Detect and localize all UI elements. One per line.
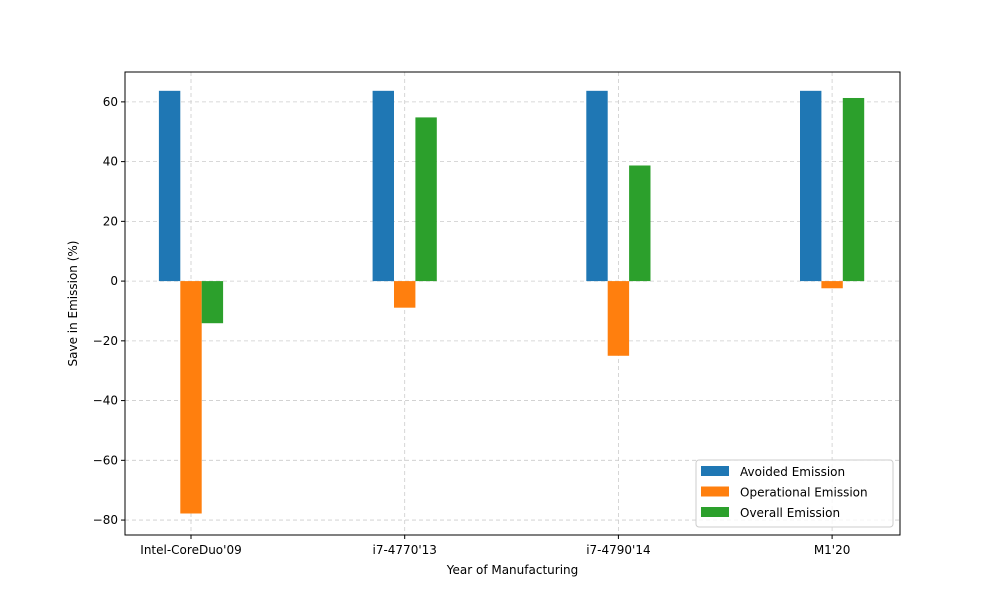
y-tick-label: 20 [103,214,118,228]
y-tick-label: 40 [103,155,118,169]
x-axis-ticks: Intel-CoreDuo'09 i7-4770'13 i7-4790'14 M1'2… [140,535,850,557]
y-tick-label: −60 [93,453,118,467]
bar [607,281,630,356]
bar [586,90,608,282]
bar [415,117,437,282]
bar [800,90,822,282]
bars [158,90,865,514]
bar [842,97,865,282]
y-axis-label: Save in Emission (%) [66,241,80,367]
legend-entry: Overall Emission [740,506,840,520]
x-tick-label: i7-4790'14 [586,543,650,557]
y-tick-label: 60 [103,95,118,109]
grid-lines [125,72,900,535]
legend-entry: Operational Emission [740,486,868,500]
y-tick-label: 0 [110,274,118,288]
x-tick-label: i7-4770'13 [372,543,436,557]
x-tick-label: M1'20 [814,543,851,557]
legend-box [695,459,894,528]
bar [372,90,394,282]
x-tick-label: Intel-CoreDuo'09 [140,543,241,557]
y-tick-label: −40 [93,394,118,408]
bar [180,281,202,514]
legend-swatch [701,466,729,476]
y-axis-ticks: −80 −60 −40 −20 0 20 40 60 [93,95,125,527]
y-tick-label: −80 [93,513,118,527]
legend-swatch [701,486,729,497]
legend-swatch [701,507,729,517]
legend: Avoided Emission Operational Emission Over… [695,459,894,528]
bar [629,165,651,282]
bar [158,90,181,282]
x-axis-label: Year of Manufacturing [446,563,579,577]
bar [201,281,224,324]
plot-frame [124,71,901,536]
bar [394,281,416,308]
y-tick-label: −20 [93,334,118,348]
legend-entry: Avoided Emission [740,465,845,479]
bar [821,281,843,289]
